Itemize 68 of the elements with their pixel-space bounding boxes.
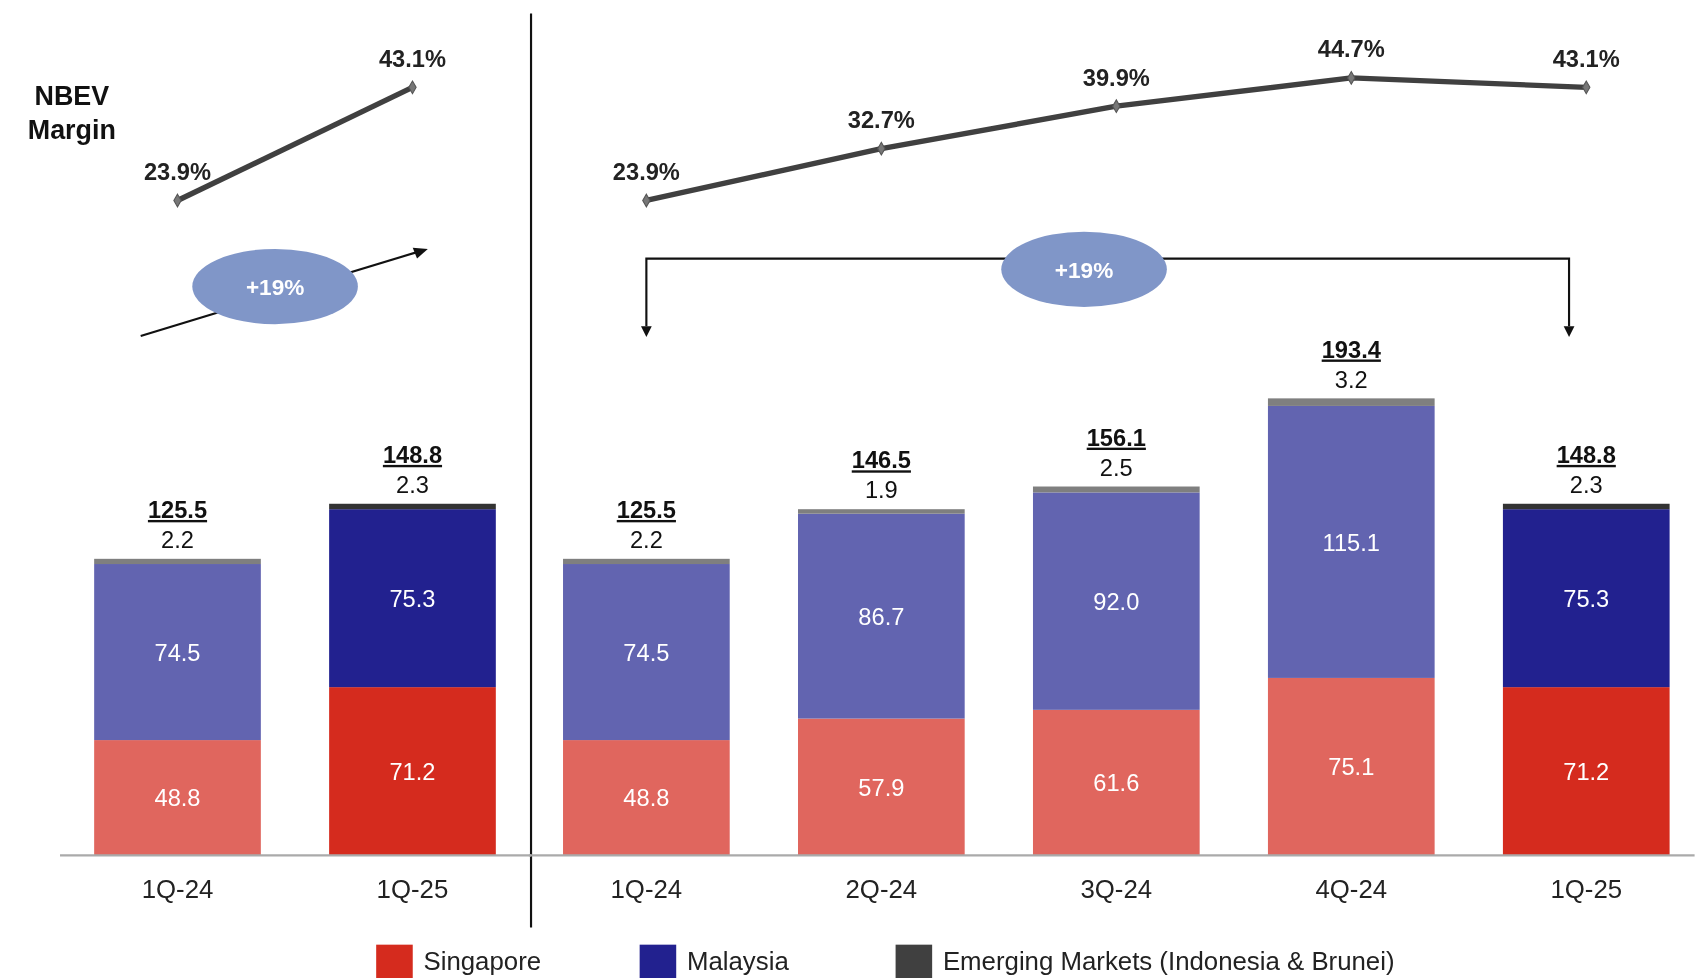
bar	[1502, 503, 1670, 510]
data-label: 32.7%	[847, 107, 915, 134]
x-tick-label: 4Q-24	[1315, 875, 1388, 904]
x-tick-label: 1Q-24	[610, 875, 683, 904]
bar	[329, 509, 496, 688]
bar	[1267, 405, 1435, 678]
data-label: 1.9	[864, 477, 898, 504]
data-label: 92.0	[1093, 588, 1140, 615]
bar	[563, 564, 730, 741]
data-label: 23.9%	[143, 159, 212, 186]
bar	[1032, 492, 1200, 710]
data-label: 61.6	[1093, 770, 1140, 797]
bar	[1032, 709, 1200, 856]
data-label: 57.9	[858, 774, 905, 801]
bar	[798, 509, 965, 514]
bar	[798, 718, 965, 856]
total-label: 125.5	[147, 496, 208, 523]
data-label: 75.1	[1328, 754, 1375, 781]
bar	[798, 513, 965, 719]
data-label: 48.8	[623, 785, 670, 812]
bar	[329, 687, 496, 856]
data-label: 86.7	[858, 603, 905, 630]
data-label: 2.3	[396, 472, 429, 499]
data-label: 75.3	[1563, 585, 1610, 612]
data-label: 74.5	[154, 639, 201, 666]
legend-label: Singapore	[423, 947, 542, 976]
bar	[94, 740, 261, 856]
data-label: 48.8	[154, 785, 201, 812]
x-tick-label: 2Q-24	[845, 875, 918, 904]
data-label: 3.2	[1334, 366, 1368, 393]
data-label: 23.9%	[612, 159, 680, 186]
data-label: 2.2	[161, 527, 194, 554]
x-tick-label: 1Q-25	[376, 875, 449, 904]
bar	[1267, 398, 1435, 406]
bar	[1502, 687, 1670, 856]
data-label: 43.1%	[1552, 45, 1620, 72]
data-label: 115.1	[1322, 529, 1380, 556]
total-label: 193.4	[1321, 336, 1382, 363]
data-label: 75.3	[389, 585, 436, 612]
data-label: 71.2	[389, 758, 436, 785]
bar	[329, 503, 496, 510]
bar	[563, 740, 730, 856]
data-label: 2.2	[629, 527, 663, 554]
total-label: 146.5	[851, 447, 911, 474]
data-label: 2.5	[1099, 454, 1133, 481]
text: +19%	[245, 275, 305, 301]
bar	[1267, 677, 1435, 856]
data-label: 74.5	[623, 639, 670, 666]
total-label: 148.8	[1556, 441, 1616, 468]
x-tick-label: 1Q-24	[141, 875, 214, 904]
data-label: 71.2	[1563, 758, 1610, 785]
data-label: 43.1%	[378, 45, 446, 72]
bar	[1502, 509, 1670, 688]
bar	[94, 564, 261, 741]
total-label: 148.8	[382, 441, 443, 468]
annotation: NBEV Margin	[27, 80, 116, 146]
text: +19%	[1054, 257, 1114, 283]
legend-label: Malaysia	[686, 947, 790, 976]
x-tick-label: 1Q-25	[1550, 875, 1623, 904]
data-label: 2.3	[1569, 472, 1603, 499]
bar	[563, 558, 730, 565]
data-label: 44.7%	[1317, 36, 1385, 63]
total-label: 125.5	[616, 496, 676, 523]
total-label: 156.1	[1086, 424, 1146, 451]
bar	[94, 558, 261, 565]
x-tick-label: 3Q-24	[1080, 875, 1153, 904]
data-label: 39.9%	[1082, 64, 1150, 91]
legend-label: Emerging Markets (Indonesia & Brunei)	[942, 947, 1395, 976]
